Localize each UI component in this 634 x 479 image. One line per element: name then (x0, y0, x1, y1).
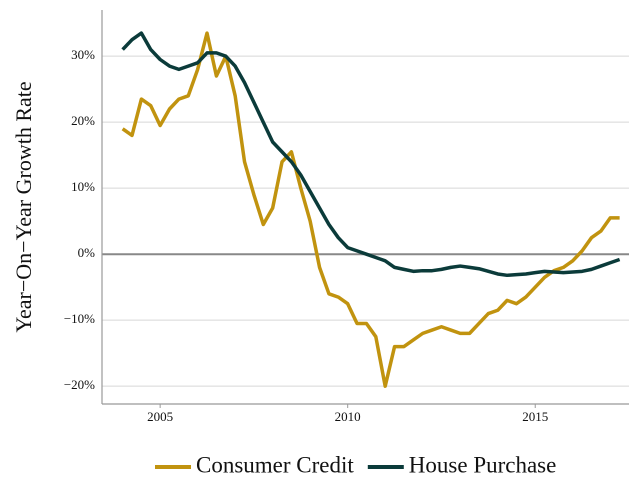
series-line (121, 31, 621, 278)
x-tick-label: 2015 (522, 409, 548, 424)
x-tick-label: 2005 (147, 409, 173, 424)
series-line (121, 31, 620, 388)
x-tick-label: 2010 (335, 409, 361, 424)
legend-label: Consumer Credit (196, 452, 354, 477)
y-tick-label: 30% (71, 47, 95, 62)
y-tick-label: 20% (71, 113, 95, 128)
y-tick-label: −20% (64, 377, 95, 392)
y-tick-label: 10% (71, 179, 95, 194)
y-tick-label: −10% (64, 311, 95, 326)
y-axis-label: Year−On−Year Growth Rate (11, 81, 36, 332)
legend-label: House Purchase (409, 452, 557, 477)
y-tick-label: 0% (78, 245, 96, 260)
